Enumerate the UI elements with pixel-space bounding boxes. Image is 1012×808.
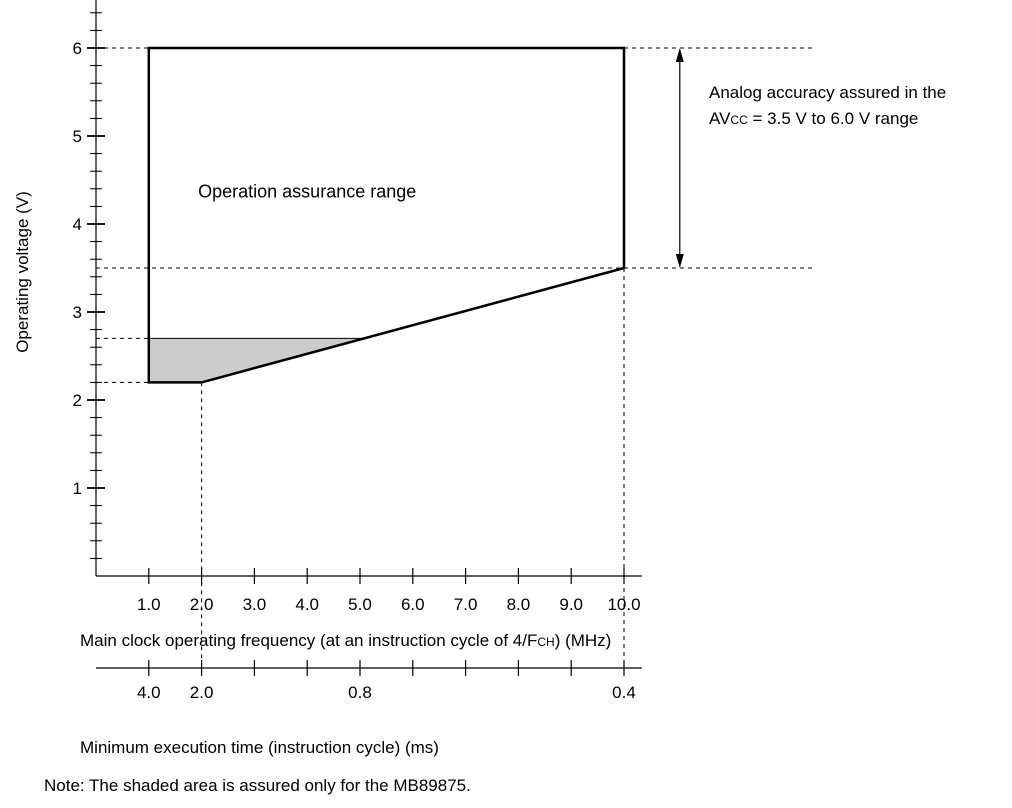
- x-axis-title-suffix: ) (MHz): [555, 631, 612, 650]
- x-tick-label: 2.0: [190, 595, 214, 614]
- annotation-arrowhead-top: [675, 48, 684, 62]
- annotation-line-2: AVCC = 3.5 V to 6.0 V range: [709, 109, 918, 128]
- y-tick-label: 1: [73, 479, 82, 498]
- y-tick-label: 5: [73, 127, 82, 146]
- annotation-line-1: Analog accuracy assured in the: [709, 83, 946, 102]
- reference-lines-layer: [96, 47, 815, 668]
- x-tick-label: 3.0: [243, 595, 267, 614]
- x-tick-label: 4.0: [295, 595, 319, 614]
- x-tick-label: 6.0: [401, 595, 425, 614]
- x2-tick-label: 0.4: [612, 683, 636, 702]
- annotation-arrowhead-bottom: [675, 254, 684, 268]
- annotation-line-2-prefix: AV: [709, 109, 731, 128]
- x-tick-label: 5.0: [348, 595, 372, 614]
- x2-tick-label: 0.8: [348, 683, 372, 702]
- operation-assurance-range-label: Operation assurance range: [198, 182, 416, 202]
- text-layer: Operating voltage (V) Operation assuranc…: [13, 39, 946, 795]
- y-tick-label: 4: [73, 215, 82, 234]
- regions-layer: [147, 46, 626, 384]
- y-tick-label: 3: [73, 303, 82, 322]
- x-axis-title-sub: CH: [537, 635, 554, 649]
- x-axis-title: Main clock operating frequency (at an in…: [80, 631, 611, 650]
- axes-layer: [87, 0, 684, 676]
- x-axis2-title: Minimum execution time (instruction cycl…: [80, 738, 439, 757]
- x2-tick-label: 4.0: [137, 683, 161, 702]
- x-tick-label: 10.0: [607, 595, 640, 614]
- annotation-line-2-suffix: = 3.5 V to 6.0 V range: [748, 109, 919, 128]
- annotation-line-2-sub: CC: [730, 113, 748, 127]
- x-tick-label: 8.0: [507, 595, 531, 614]
- x-axis-title-prefix: Main clock operating frequency (at an in…: [80, 631, 537, 650]
- x2-tick-label: 2.0: [190, 683, 214, 702]
- shaded-region: [148, 337, 363, 383]
- x-tick-label: 1.0: [137, 595, 161, 614]
- x-tick-label: 7.0: [454, 595, 478, 614]
- x-tick-label: 9.0: [559, 595, 583, 614]
- footnote: Note: The shaded area is assured only fo…: [44, 776, 471, 795]
- y-tick-label: 2: [73, 391, 82, 410]
- operation-assurance-region: [147, 46, 626, 384]
- y-axis-title: Operating voltage (V): [13, 191, 32, 353]
- y-tick-label: 6: [73, 39, 82, 58]
